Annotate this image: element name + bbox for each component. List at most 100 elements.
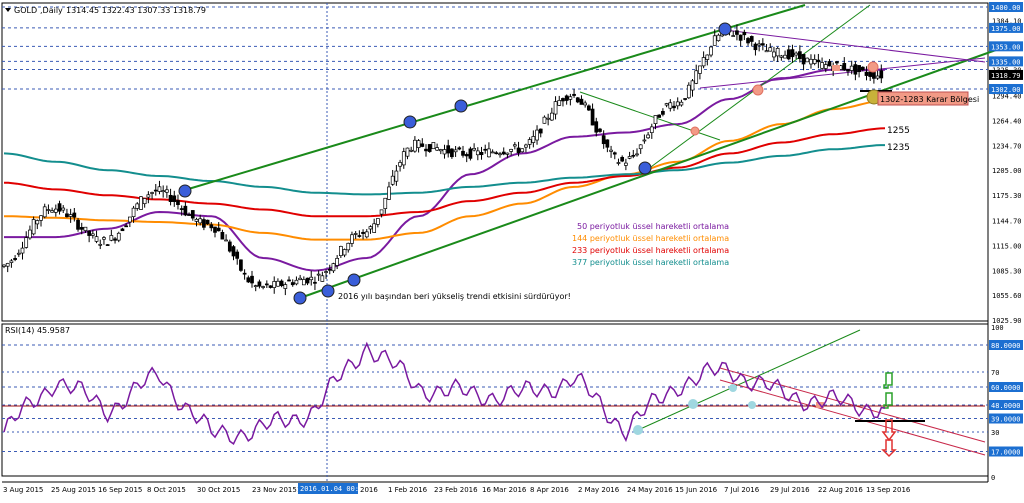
candle-body <box>68 214 73 217</box>
legend-ema377: 377 periyotluk üssel hareketli ortalama <box>572 258 729 267</box>
candle-body <box>142 198 147 205</box>
price-tick-label: 1205.00 <box>992 167 1022 175</box>
candle-body <box>820 62 824 69</box>
candle-body <box>50 210 54 213</box>
candle-body <box>31 219 36 235</box>
candle-body <box>683 98 687 100</box>
rsi-level-tag <box>989 382 1023 392</box>
candle-body <box>646 134 650 139</box>
candle-body <box>575 97 580 103</box>
candle-body <box>857 65 861 73</box>
candle-body <box>16 252 21 255</box>
legend-ema144: 144 periyotluk üssel hareketli ortalama <box>572 234 729 243</box>
candle-body <box>250 275 254 284</box>
candle-body <box>398 162 402 167</box>
candle-body <box>594 121 599 133</box>
candle-body <box>705 54 710 60</box>
time-tick-label: 2 May 2016 <box>578 486 620 494</box>
pivot-marker <box>718 22 732 36</box>
dropdown-triangle-icon[interactable] <box>5 8 11 12</box>
price-tick-label: 1144.70 <box>992 218 1022 226</box>
candle-body <box>168 194 173 202</box>
candle-body <box>757 43 761 46</box>
candle-body <box>246 277 251 283</box>
candle-body <box>239 259 243 271</box>
price-tick-label: 1115.00 <box>992 242 1022 250</box>
candle-body <box>376 218 380 225</box>
candle-body <box>320 275 325 282</box>
candle-body <box>372 223 377 233</box>
candle-body <box>124 225 129 228</box>
price-grid <box>2 6 988 90</box>
candle-body <box>587 105 591 111</box>
candle-body <box>472 147 476 151</box>
candle-body <box>46 209 51 211</box>
timeframe-label: ,Daily <box>40 6 63 15</box>
rsi-line-group <box>3 341 886 446</box>
candle-body <box>165 189 169 193</box>
candle-body <box>283 284 288 289</box>
candle-body <box>179 208 184 210</box>
rsi-pivot-marker <box>748 401 756 409</box>
candle-body <box>109 235 114 241</box>
candle-body <box>261 286 265 288</box>
candle-body <box>794 52 799 56</box>
candle-body <box>76 219 80 230</box>
pivot-marker <box>867 61 879 73</box>
candle-body <box>294 279 299 285</box>
candle-body <box>690 80 695 91</box>
candle-body <box>516 147 521 154</box>
candle-body <box>324 271 328 273</box>
candle-body <box>342 249 347 256</box>
ohlc-label: 1314.45 1322.43 1307.33 1318.79 <box>66 6 206 15</box>
candle-body <box>868 71 873 77</box>
arrow-up-icon <box>883 392 893 409</box>
candle-body <box>298 277 302 280</box>
candle-body <box>835 61 839 64</box>
candle-body <box>753 43 758 51</box>
candle-body <box>331 263 336 272</box>
rsi-level-tag <box>989 400 1023 410</box>
candle-body <box>735 30 739 35</box>
candle-body <box>872 71 876 79</box>
candle-body <box>379 209 384 215</box>
candle-body <box>716 34 721 42</box>
candle-body <box>350 234 354 244</box>
candle-body <box>579 98 584 105</box>
channel-upper-line <box>184 4 806 191</box>
candle-body <box>494 152 499 155</box>
candle-body <box>760 43 765 46</box>
candle-body <box>553 101 558 115</box>
candle-body <box>102 237 106 240</box>
rsi-tick-label: 0 <box>991 474 995 482</box>
candle-body <box>527 139 532 145</box>
channel-lower-line <box>299 44 1011 299</box>
time-crosshair-tag <box>298 483 358 494</box>
candle-body <box>816 59 821 63</box>
candle-body <box>90 233 95 236</box>
candle-body <box>479 151 484 156</box>
rsi-level-tag <box>989 446 1023 457</box>
triangle-upper-line <box>724 29 986 63</box>
candle-body <box>701 57 706 67</box>
candle-body <box>405 147 410 157</box>
candle-body <box>131 207 136 218</box>
candle-body <box>468 148 473 159</box>
candle-body <box>213 226 217 233</box>
candle-body <box>94 236 99 242</box>
candle-body <box>13 258 17 260</box>
ema-line <box>4 68 885 272</box>
price-axis: 1400.001384.101375.001353.001335.001325.… <box>989 2 1023 325</box>
candle-body <box>842 63 847 71</box>
candle-body <box>653 115 658 124</box>
candle-body <box>464 154 469 157</box>
arrow-up-icon <box>883 372 893 389</box>
candle-body <box>698 65 702 74</box>
candle-body <box>9 260 14 263</box>
candle-body <box>846 69 850 72</box>
candle-body <box>583 102 588 106</box>
time-tick-label: 29 Jul 2016 <box>770 486 810 494</box>
time-tick-label: 30 Oct 2015 <box>197 486 240 494</box>
candle-body <box>620 156 625 162</box>
candle-body <box>72 212 77 218</box>
